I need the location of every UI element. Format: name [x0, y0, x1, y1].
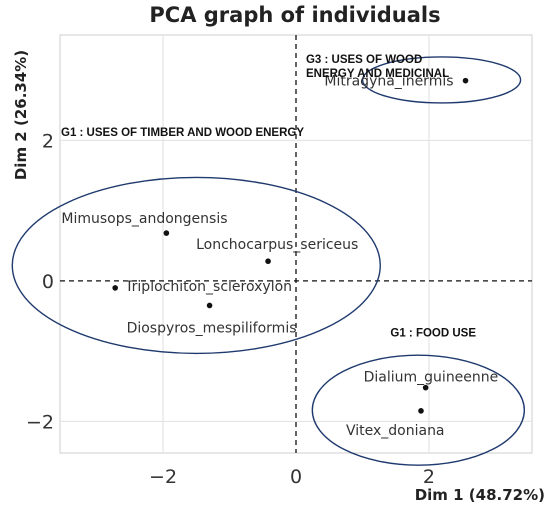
y-tick-label: 0: [42, 271, 54, 293]
data-points: Mitragyna_inermis Mimusops_andongensis Lon…: [61, 74, 498, 439]
point-label: Vitex_doniana: [346, 423, 445, 439]
group-ellipses: [11, 56, 526, 466]
group-ellipse-3: [311, 354, 526, 466]
y-axis-title: Dim 2 (26.34%): [12, 50, 30, 180]
point-label: Dialium_guineenne: [364, 370, 499, 386]
group-ellipse-2: [11, 176, 381, 355]
x-tick-label: −2: [149, 466, 177, 488]
y-tick-label: −2: [26, 411, 54, 433]
group-ellipse-1: [361, 56, 522, 104]
group-labels: G3 : USES OF WOOD ENERGY AND MEDICINAL G1 …: [61, 54, 476, 339]
data-point: [163, 230, 170, 236]
group-label: G1 : USES OF TIMBER AND WOOD ENERGY: [61, 127, 304, 139]
data-point: [112, 285, 118, 291]
chart-title: PCA graph of individuals: [149, 3, 440, 27]
grid: [60, 35, 532, 453]
tick-labels: −2 0 2 −2 0 2: [26, 130, 435, 488]
data-point: [206, 302, 213, 309]
y-tick-label: 2: [42, 130, 54, 152]
point-label: Mitragyna_inermis: [324, 74, 453, 90]
point-label: Triplochiton_scleroxylon: [124, 279, 292, 295]
reference-lines: [60, 35, 532, 453]
group-label: G1 : FOOD USE: [390, 327, 476, 339]
data-point: [418, 408, 424, 414]
point-label: Lonchocarpus_sericeus: [196, 237, 358, 253]
point-label: Mimusops_andongensis: [61, 211, 227, 227]
point-label: Diospyros_mespiliformis: [127, 320, 297, 336]
data-point: [422, 384, 429, 391]
data-point: [265, 258, 271, 265]
x-axis-title: Dim 1 (48.72%): [415, 486, 545, 504]
x-tick-label: 0: [290, 466, 302, 488]
data-point: [462, 77, 469, 84]
group-label: G3 : USES OF WOOD ENERGY AND MEDICINAL: [306, 54, 449, 80]
x-tick-label: 2: [423, 466, 435, 488]
